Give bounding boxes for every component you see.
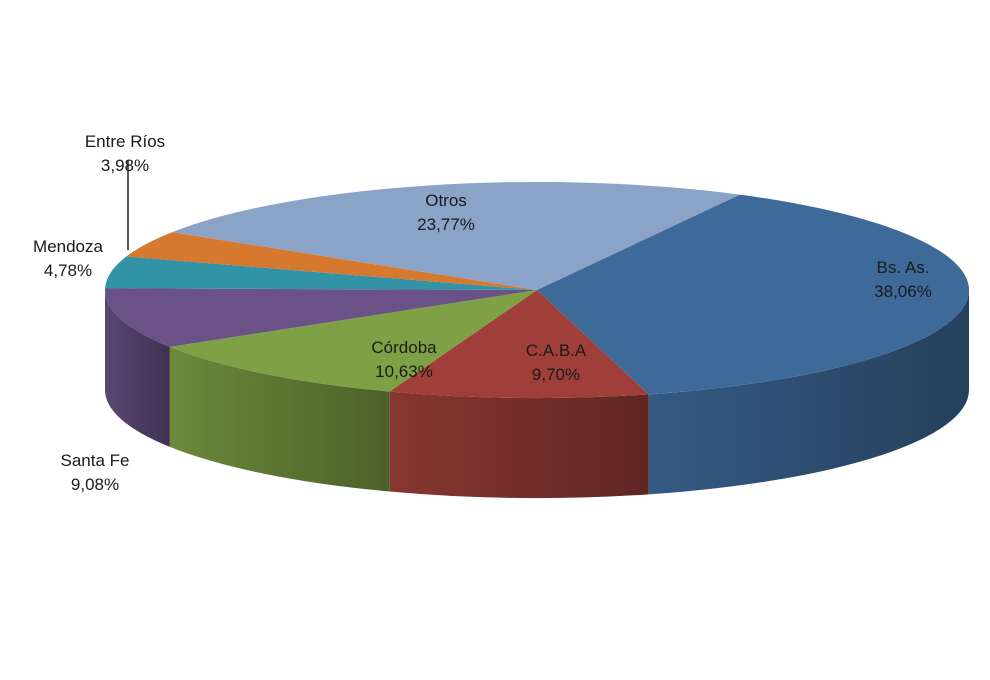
slice-side-bs-as- xyxy=(648,290,969,495)
slice-mendoza[interactable] xyxy=(105,256,537,290)
slice-label-entre-r-os: Entre Ríos 3,98% xyxy=(85,132,165,175)
slice-percent: 9,08% xyxy=(71,475,119,494)
slice-c-a-b-a[interactable] xyxy=(389,290,649,398)
slice-percent: 10,63% xyxy=(375,362,433,381)
slice-name: Santa Fe xyxy=(61,451,130,470)
slice-name: Bs. As. xyxy=(877,258,930,277)
slice-percent: 4,78% xyxy=(44,261,92,280)
slice-label-bs-as-: Bs. As. 38,06% xyxy=(874,258,932,301)
slice-percent: 9,70% xyxy=(532,365,580,384)
slice-side-c-rdoba xyxy=(169,346,390,492)
slice-name: C.A.B.A xyxy=(526,341,587,360)
pie-sides xyxy=(105,290,969,498)
slice-entre-r-os[interactable] xyxy=(126,232,538,290)
slice-name: Córdoba xyxy=(371,338,437,357)
slice-label-santa-fe: Santa Fe 9,08% xyxy=(61,451,130,494)
slice-side-c-a-b-a xyxy=(389,391,649,498)
slice-c-rdoba[interactable] xyxy=(169,290,538,392)
slice-side-santa-fe xyxy=(105,290,170,447)
slice-label-mendoza: Mendoza 4,78% xyxy=(33,237,103,280)
slice-percent: 23,77% xyxy=(417,215,475,234)
slice-label-otros: Otros 23,77% xyxy=(417,191,475,234)
slice-santa-fe[interactable] xyxy=(105,288,537,347)
slice-name: Otros xyxy=(425,191,467,210)
slice-label-c-a-b-a: C.A.B.A 9,70% xyxy=(526,341,587,384)
slice-otros[interactable] xyxy=(172,181,740,290)
slice-labels: Bs. As. 38,06% C.A.B.A 9,70% Córdoba 10,63% Sa… xyxy=(33,132,932,494)
slice-percent: 3,98% xyxy=(101,156,149,175)
slice-name: Mendoza xyxy=(33,237,103,256)
slice-name: Entre Ríos xyxy=(85,132,165,151)
slice-percent: 38,06% xyxy=(874,282,932,301)
pie-slices xyxy=(105,181,970,398)
slice-label-c-rdoba: Córdoba 10,63% xyxy=(371,338,437,381)
slice-bs-as-[interactable] xyxy=(537,194,970,395)
